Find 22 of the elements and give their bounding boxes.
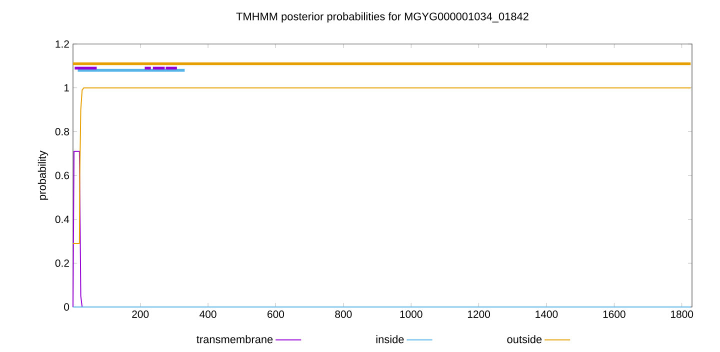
y-tick-label: 0.8 xyxy=(55,128,70,136)
legend-label: inside xyxy=(376,335,404,344)
y-tick-label: 1 xyxy=(64,84,69,92)
x-tick-label: 200 xyxy=(132,310,149,318)
legend-label: transmembrane xyxy=(196,335,273,344)
x-tick-label: 1600 xyxy=(603,310,626,318)
x-tick-label: 1200 xyxy=(468,310,490,318)
x-tick-label: 1800 xyxy=(671,310,694,318)
chart-title: TMHMM posterior probabilities for MGYG000001034_01842 xyxy=(236,12,528,22)
y-tick-label: 1.2 xyxy=(56,40,69,48)
x-tick-label: 600 xyxy=(268,310,284,318)
y-axis-title: probability xyxy=(38,150,48,200)
x-tick-label: 1000 xyxy=(400,310,422,318)
x-tick-label: 800 xyxy=(335,310,352,318)
x-tick-label: 1400 xyxy=(536,310,558,318)
legend-label: outside xyxy=(507,335,542,344)
x-tick-label: 400 xyxy=(200,310,216,318)
y-tick-label: 0.6 xyxy=(55,172,70,180)
y-tick-label: 0.4 xyxy=(55,216,70,224)
y-tick-label: 0.2 xyxy=(55,259,69,267)
y-tick-label: 0 xyxy=(64,303,70,311)
line-series xyxy=(72,87,692,244)
